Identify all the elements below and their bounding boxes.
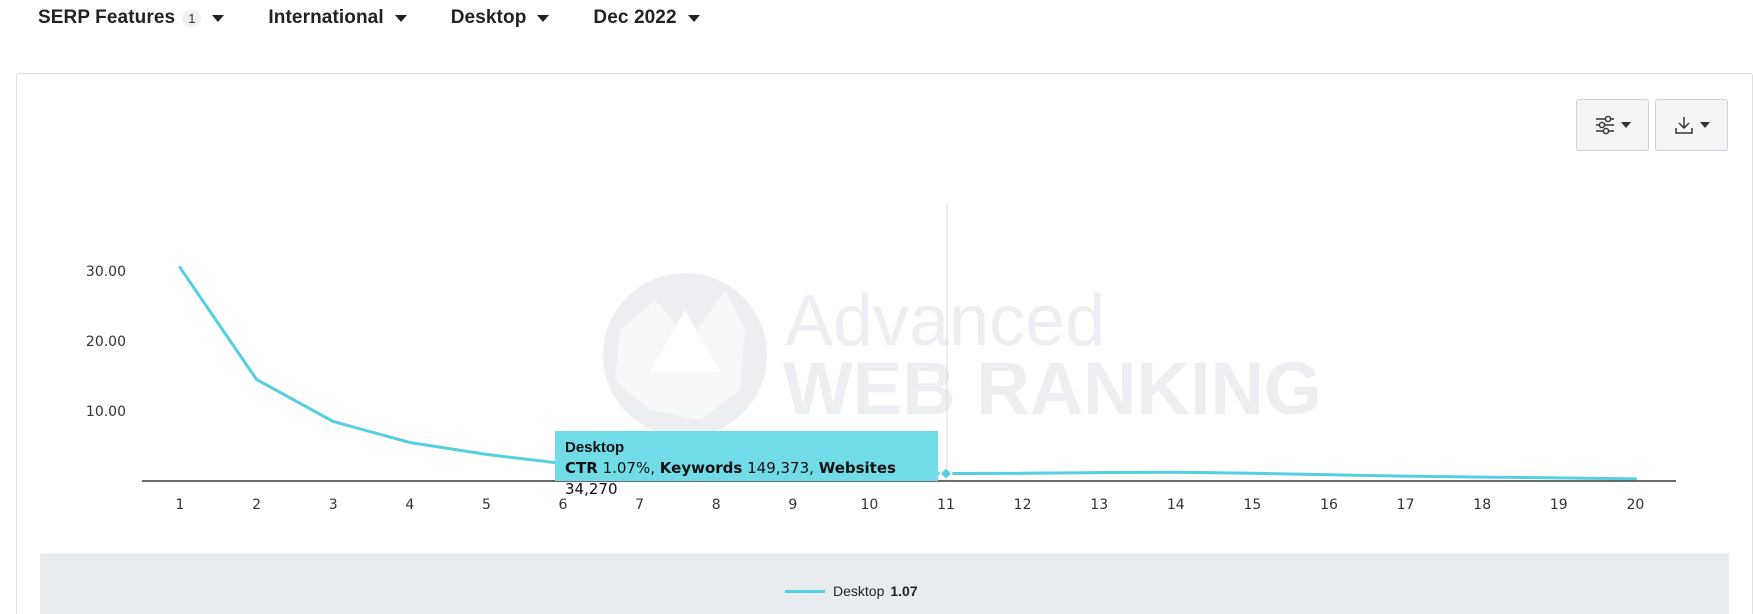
x-tick-label: 6 xyxy=(559,497,568,513)
x-tick-label: 10 xyxy=(860,497,878,513)
x-axis-ticks: 1 2 3 4 5 6 7 8 9 10 11 12 13 14 15 16 17 18 19 20 xyxy=(176,497,1645,513)
x-tick-label: 14 xyxy=(1167,497,1185,513)
data-point[interactable] xyxy=(255,378,259,381)
legend-swatch xyxy=(785,589,825,593)
legend-value: 1.07 xyxy=(890,583,918,599)
date-label: Dec 2022 xyxy=(593,7,677,28)
data-point[interactable] xyxy=(1021,471,1025,475)
watermark-line1: Advanced xyxy=(785,281,1105,361)
chart-download-button[interactable] xyxy=(1655,99,1728,151)
x-tick-label: 5 xyxy=(482,497,491,513)
serp-features-label: SERP Features xyxy=(38,7,176,28)
x-tick-label: 18 xyxy=(1473,497,1491,513)
data-point[interactable] xyxy=(1557,476,1561,480)
data-point[interactable] xyxy=(1404,474,1408,478)
x-tick-label: 8 xyxy=(712,497,721,513)
legend-area: Desktop 1.07 xyxy=(40,554,1729,614)
x-tick-label: 13 xyxy=(1090,497,1108,513)
x-tick-label: 12 xyxy=(1014,497,1032,513)
legend-name: Desktop xyxy=(833,583,885,599)
caret-down-icon xyxy=(394,14,407,22)
data-point[interactable] xyxy=(331,420,335,423)
legend-item-desktop[interactable]: Desktop 1.07 xyxy=(785,583,918,599)
tooltip-websites-label: Websites xyxy=(818,459,896,477)
filter-bar: SERP Features 1 International Desktop De… xyxy=(38,4,744,32)
region-dropdown[interactable]: International xyxy=(268,7,407,29)
device-dropdown[interactable]: Desktop xyxy=(451,7,550,29)
data-point-highlighted[interactable] xyxy=(938,466,954,481)
tooltip-keywords-value: 149,373, xyxy=(747,459,814,477)
x-tick-label: 7 xyxy=(635,497,644,513)
serp-features-count-badge: 1 xyxy=(182,9,202,27)
tooltip-body: CTR 1.07%, Keywords 149,373, Websites 34… xyxy=(565,458,928,500)
data-point[interactable] xyxy=(1480,475,1484,479)
date-dropdown[interactable]: Dec 2022 xyxy=(593,7,700,29)
data-point[interactable] xyxy=(1097,471,1101,475)
data-point[interactable] xyxy=(178,266,182,269)
y-tick-label: 20.00 xyxy=(86,334,126,350)
data-point[interactable] xyxy=(1327,473,1331,477)
chart-tooltip: Desktop CTR 1.07%, Keywords 149,373, Web… xyxy=(555,431,938,498)
x-tick-label: 11 xyxy=(937,497,955,513)
tooltip-ctr-label: CTR xyxy=(565,459,598,477)
tooltip-websites-value: 34,270 xyxy=(565,480,618,498)
sliders-icon xyxy=(1595,115,1614,135)
x-tick-label: 3 xyxy=(329,497,338,513)
y-tick-label: 10.00 xyxy=(86,404,126,420)
data-point[interactable] xyxy=(484,452,488,456)
x-tick-label: 17 xyxy=(1397,497,1415,513)
tooltip-keywords-label: Keywords xyxy=(659,459,743,477)
caret-down-icon xyxy=(687,14,700,22)
x-tick-label: 16 xyxy=(1320,497,1338,513)
caret-down-icon xyxy=(537,14,550,22)
y-axis-ticks: 30.00 20.00 10.00 xyxy=(86,264,126,420)
data-point[interactable] xyxy=(408,441,412,444)
region-label: International xyxy=(268,7,384,28)
x-tick-label: 2 xyxy=(252,497,261,513)
x-tick-label: 1 xyxy=(176,497,185,513)
download-icon xyxy=(1674,117,1693,134)
x-tick-label: 19 xyxy=(1550,497,1568,513)
watermark-line2: WEB RANKING xyxy=(783,347,1322,430)
device-label: Desktop xyxy=(450,7,527,28)
x-tick-label: 20 xyxy=(1626,497,1644,513)
chart-panel xyxy=(16,73,1753,614)
tooltip-title: Desktop xyxy=(565,439,625,456)
data-point[interactable] xyxy=(1250,471,1254,475)
x-tick-label: 15 xyxy=(1243,497,1261,513)
y-tick-label: 30.00 xyxy=(86,264,126,280)
data-point[interactable] xyxy=(1174,470,1178,474)
serp-features-dropdown[interactable]: SERP Features 1 xyxy=(38,7,225,29)
x-tick-label: 9 xyxy=(788,497,797,513)
x-tick-label: 4 xyxy=(405,497,414,513)
watermark-logo: Advanced WEB RANKING xyxy=(603,273,1322,437)
caret-down-icon xyxy=(212,14,225,22)
caret-down-icon xyxy=(1699,122,1710,128)
data-point[interactable] xyxy=(1633,477,1637,481)
caret-down-icon xyxy=(1620,122,1631,128)
tooltip-ctr-value: 1.07%, xyxy=(602,459,655,477)
chart-settings-button[interactable] xyxy=(1576,99,1649,151)
